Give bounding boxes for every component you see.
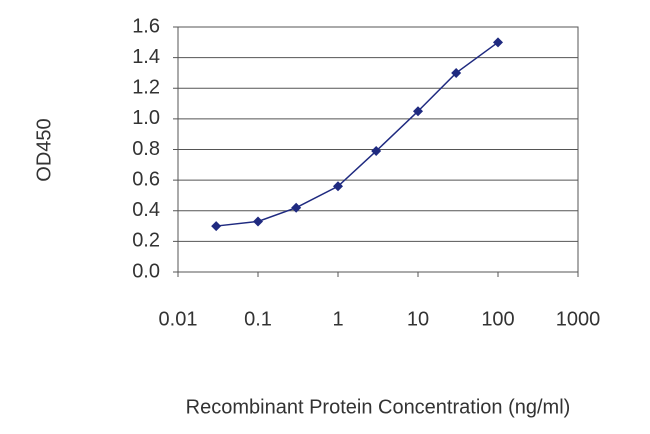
data-point: [333, 181, 343, 192]
data-point: [413, 106, 423, 117]
x-tick-label: 10: [407, 308, 429, 330]
y-axis-title: OD450: [33, 118, 55, 181]
y-tick-label: 0.0: [132, 260, 160, 282]
x-tick-label: 1: [332, 308, 343, 330]
y-tick-label: 1.2: [132, 77, 160, 99]
x-tick-label: 1000: [556, 308, 601, 330]
y-tick-label: 1.6: [132, 15, 160, 37]
y-tick-label: 0.6: [132, 168, 160, 190]
y-tick-label: 0.2: [132, 230, 160, 252]
x-tick-label: 0.01: [159, 308, 198, 330]
data-line: [216, 41, 499, 227]
y-tick-label: 0.8: [132, 138, 160, 160]
x-tick-label: 100: [481, 308, 514, 330]
data-point: [253, 216, 263, 227]
data-point: [211, 221, 222, 232]
data-point: [493, 37, 503, 48]
y-tick-label: 1.0: [132, 107, 160, 129]
x-tick-label: 0.1: [244, 308, 272, 330]
x-axis-title: Recombinant Protein Concentration (ng/ml…: [186, 396, 571, 418]
y-tick-label: 1.4: [132, 46, 160, 68]
data-point: [291, 202, 302, 213]
data-point: [451, 67, 462, 78]
data-point: [371, 146, 382, 157]
y-tick-label: 0.4: [132, 199, 160, 221]
